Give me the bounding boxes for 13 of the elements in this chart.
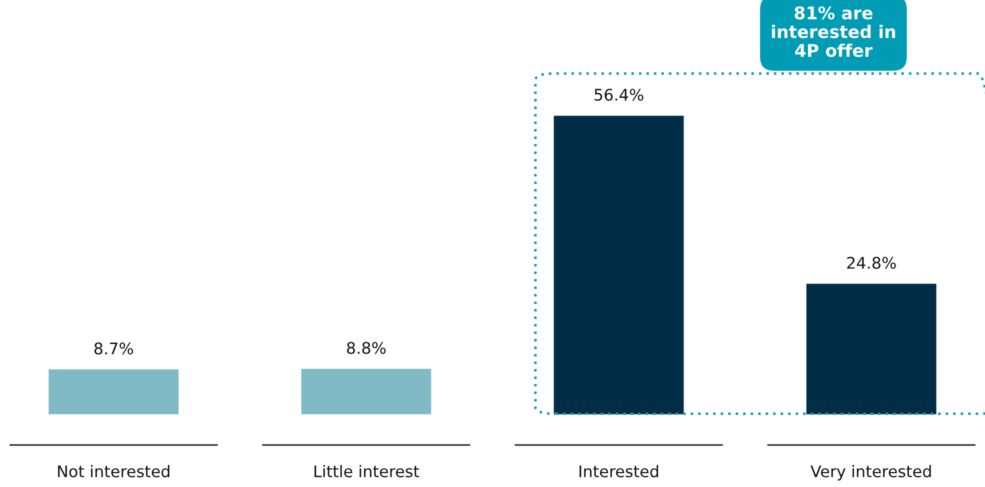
bar [804, 282, 938, 415]
bar [552, 114, 686, 415]
data-label: 24.8% [847, 256, 896, 269]
bar [47, 368, 180, 415]
x-tick-label: Interested [580, 465, 658, 478]
x-tick-label: Not interested [58, 465, 170, 478]
bar [300, 367, 433, 415]
data-label: 8.8% [347, 342, 386, 354]
x-tick-label: Very interested [810, 465, 931, 480]
text: 81% are interested in 4P offer [772, 6, 896, 58]
x-tick-label: Little interest [314, 465, 420, 478]
data-label: 56.4% [594, 88, 644, 101]
data-label: 8.7% [94, 342, 134, 355]
